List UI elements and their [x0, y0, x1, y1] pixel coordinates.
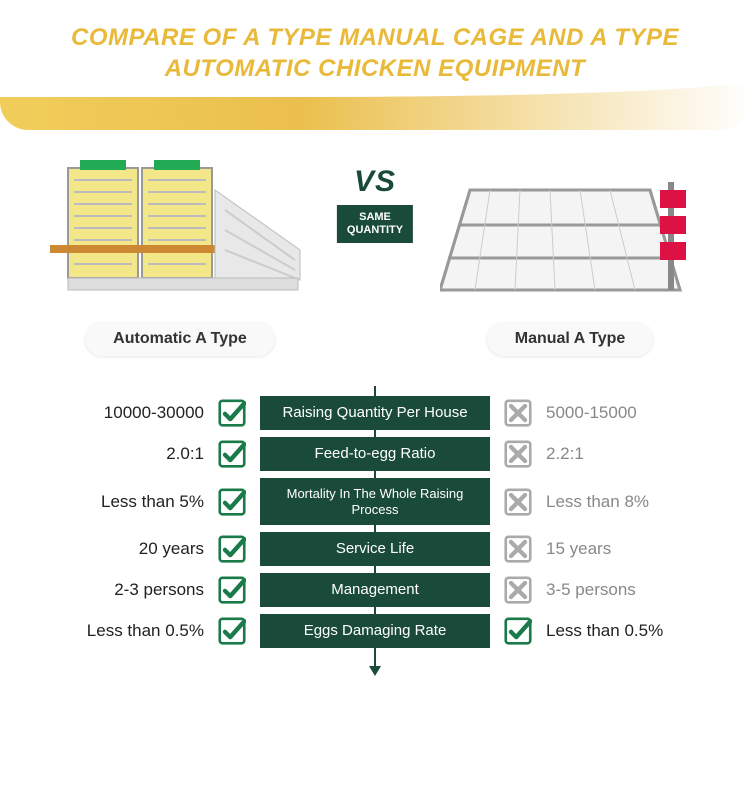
product-right: Manual A Type [430, 150, 710, 356]
right-value: Less than 0.5% [546, 621, 710, 641]
product-image-automatic [50, 150, 310, 310]
product-label-left: Automatic A Type [85, 322, 275, 356]
cross-icon [504, 576, 532, 604]
header-banner: COMPARE OF A TYPE MANUAL CAGE AND A TYPE… [0, 0, 750, 130]
right-icon [500, 576, 536, 604]
product-left: Automatic A Type [40, 150, 320, 356]
vs-badge: SAME QUANTITY [337, 205, 413, 243]
left-icon [214, 488, 250, 516]
cross-icon [504, 399, 532, 427]
vs-badge-line1: SAME [359, 211, 391, 223]
check-icon [218, 617, 246, 645]
metric-label: Service Life [260, 532, 490, 566]
metric-label: Management [260, 573, 490, 607]
product-label-right: Manual A Type [487, 322, 654, 356]
compare-row: Less than 5% Mortality In The Whole Raisi… [40, 478, 710, 525]
right-value: 3-5 persons [546, 580, 710, 600]
left-value: 10000-30000 [40, 403, 204, 423]
left-value: Less than 5% [40, 492, 204, 512]
vs-badge-line2: QUANTITY [347, 224, 403, 236]
check-icon [218, 399, 246, 427]
right-icon [500, 440, 536, 468]
compare-row: 2-3 persons Management 3-5 persons [40, 573, 710, 607]
right-value: 5000-15000 [546, 403, 710, 423]
product-compare: Automatic A Type VS SAME QUANTITY [0, 130, 750, 366]
cross-icon [504, 535, 532, 563]
left-value: 20 years [40, 539, 204, 559]
right-icon [500, 535, 536, 563]
left-value: 2.0:1 [40, 444, 204, 464]
left-value: 2-3 persons [40, 580, 204, 600]
metric-label: Feed-to-egg Ratio [260, 437, 490, 471]
right-value: 15 years [546, 539, 710, 559]
banner-swoop [0, 85, 750, 130]
left-icon [214, 576, 250, 604]
metric-label: Mortality In The Whole Raising Process [260, 478, 490, 525]
product-image-manual [440, 150, 700, 310]
right-icon [500, 399, 536, 427]
check-icon [504, 617, 532, 645]
right-icon [500, 617, 536, 645]
cross-icon [504, 488, 532, 516]
compare-row: 10000-30000 Raising Quantity Per House 500… [40, 396, 710, 430]
left-icon [214, 535, 250, 563]
left-icon [214, 399, 250, 427]
vs-block: VS SAME QUANTITY [337, 165, 413, 243]
left-value: Less than 0.5% [40, 621, 204, 641]
right-value: Less than 8% [546, 492, 710, 512]
left-icon [214, 617, 250, 645]
check-icon [218, 535, 246, 563]
metric-label: Raising Quantity Per House [260, 396, 490, 430]
compare-row: Less than 0.5% Eggs Damaging Rate Less tha… [40, 614, 710, 648]
metric-label: Eggs Damaging Rate [260, 614, 490, 648]
check-icon [218, 488, 246, 516]
right-value: 2.2:1 [546, 444, 710, 464]
compare-row: 20 years Service Life 15 years [40, 532, 710, 566]
check-icon [218, 576, 246, 604]
check-icon [218, 440, 246, 468]
vs-text: VS [354, 165, 396, 199]
compare-row: 2.0:1 Feed-to-egg Ratio 2.2:1 [40, 437, 710, 471]
left-icon [214, 440, 250, 468]
right-icon [500, 488, 536, 516]
page-title: COMPARE OF A TYPE MANUAL CAGE AND A TYPE… [0, 22, 750, 84]
compare-table: 10000-30000 Raising Quantity Per House 500… [0, 396, 750, 648]
cross-icon [504, 440, 532, 468]
